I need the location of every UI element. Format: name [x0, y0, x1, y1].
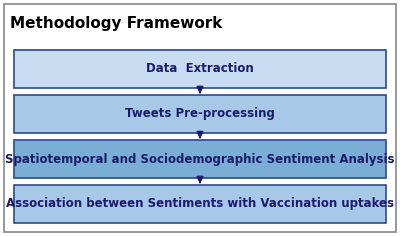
Text: Association between Sentiments with Vaccination uptakes: Association between Sentiments with Vacc…: [6, 198, 394, 211]
Bar: [14, 95, 386, 133]
Text: Methodology Framework: Methodology Framework: [10, 16, 222, 31]
Bar: [14, 50, 386, 88]
Text: Tweets Pre-processing: Tweets Pre-processing: [125, 108, 275, 121]
Bar: [14, 185, 386, 223]
Text: Spatiotemporal and Sociodemographic Sentiment Analysis: Spatiotemporal and Sociodemographic Sent…: [5, 152, 395, 165]
Text: Data  Extraction: Data Extraction: [146, 63, 254, 76]
Bar: [14, 140, 386, 178]
